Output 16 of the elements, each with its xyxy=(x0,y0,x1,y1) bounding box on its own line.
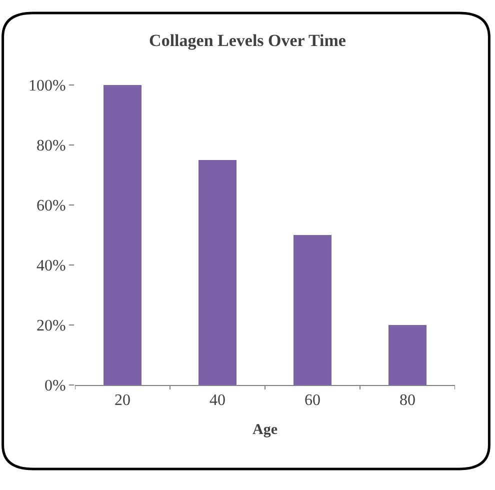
x-tick-label: 80 xyxy=(400,392,416,410)
x-tick-label: 20 xyxy=(114,392,130,410)
y-tick-label: 40% xyxy=(36,258,66,275)
y-tick-label: 20% xyxy=(36,318,66,335)
x-tick-label: 60 xyxy=(304,392,320,410)
x-tick-label: 40 xyxy=(210,392,226,410)
y-tick-label: 80% xyxy=(36,138,66,155)
bar xyxy=(198,160,236,385)
y-tick-label: 100% xyxy=(28,78,66,95)
y-tick-label: 60% xyxy=(36,198,66,215)
x-axis-title: Age xyxy=(252,422,278,438)
bar xyxy=(388,325,426,385)
bar xyxy=(294,235,332,385)
y-tick-label: 0% xyxy=(44,378,66,395)
bar xyxy=(104,85,142,385)
chart-title: Collagen Levels Over Time xyxy=(149,31,346,50)
